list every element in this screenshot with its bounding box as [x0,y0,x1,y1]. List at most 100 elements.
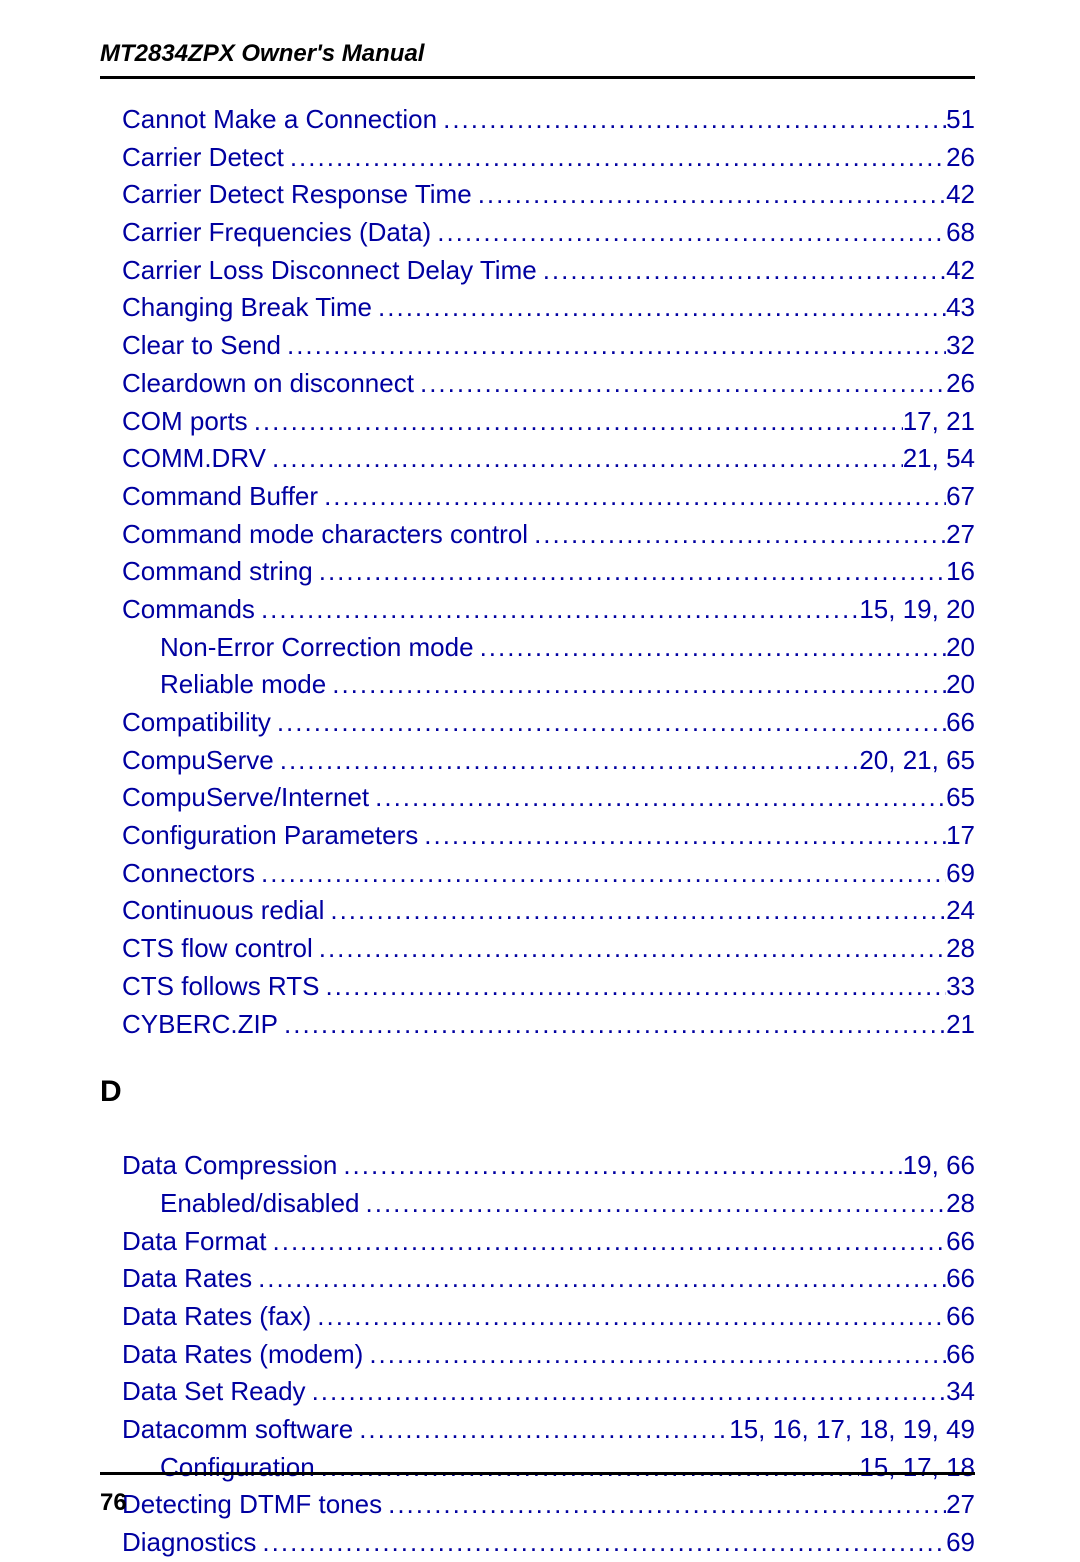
index-entry-label: Reliable mode [160,666,326,704]
index-entry[interactable]: Data Rates 66 [122,1260,975,1298]
dot-leader [372,289,946,327]
index-entry-label: Datacomm software [122,1411,353,1449]
dot-leader [313,553,946,591]
dot-leader [255,591,859,629]
index-entry[interactable]: Datacomm software 15, 16, 17, 18, 19, 49 [122,1411,975,1449]
index-entry-pages: 17, 21 [903,403,975,441]
index-entry[interactable]: Data Compression 19, 66 [122,1147,975,1185]
index-entry-label: Connectors [122,855,255,893]
index-entry-label: Cannot Make a Connection [122,101,437,139]
index-entry-pages: 51 [946,101,975,139]
index-entry[interactable]: COM ports 17, 21 [122,403,975,441]
index-entry-label: CompuServe/Internet [122,779,369,817]
index-entry-pages: 26 [946,365,975,403]
dot-leader [326,666,946,704]
index-entry-label: Configuration Parameters [122,817,418,855]
index-entry-pages: 15, 19, 20 [859,591,975,629]
dot-leader [271,704,946,742]
index-entry-pages: 15, 16, 17, 18, 19, 49 [729,1411,975,1449]
index-entry-pages: 33 [946,968,975,1006]
dot-leader [414,365,946,403]
index-entry[interactable]: Carrier Loss Disconnect Delay Time 42 [122,252,975,290]
dot-leader [255,855,946,893]
index-entry-label: Configuration [160,1449,315,1487]
index-entry-pages: 20 [946,629,975,667]
dot-leader [256,1524,946,1562]
index-entry-label: Carrier Detect [122,139,284,177]
index-entry-pages: 42 [946,176,975,214]
index-entry[interactable]: Configuration 15, 17, 18 [160,1449,975,1487]
index-entry-pages: 66 [946,1223,975,1261]
dot-leader [418,817,946,855]
index-entry[interactable]: Enabled/disabled 28 [160,1185,975,1223]
index-block-d: Data Compression 19, 66Enabled/disabled … [100,1147,975,1562]
index-entry[interactable]: Reliable mode 20 [160,666,975,704]
dot-leader [252,1260,946,1298]
index-entry-label: CYBERC.ZIP [122,1006,278,1044]
index-entry-label: COMM.DRV [122,440,266,478]
index-entry[interactable]: Data Rates (fax) 66 [122,1298,975,1336]
index-entry-label: Changing Break Time [122,289,372,327]
index-entry[interactable]: Compatibility 66 [122,704,975,742]
index-entry[interactable]: Changing Break Time 43 [122,289,975,327]
dot-leader [306,1373,947,1411]
index-entry-pages: 28 [946,1185,975,1223]
index-entry-label: Cleardown on disconnect [122,365,414,403]
index-entry[interactable]: COMM.DRV 21, 54 [122,440,975,478]
index-entry-label: Command mode characters control [122,516,528,554]
index-entry-pages: 66 [946,1336,975,1374]
index-entry-label: Command Buffer [122,478,318,516]
index-entry-pages: 21 [946,1006,975,1044]
dot-leader [369,779,946,817]
index-entry-pages: 20 [946,666,975,704]
index-entry-label: Clear to Send [122,327,281,365]
index-entry[interactable]: Non-Error Correction mode 20 [160,629,975,667]
index-entry-label: Data Rates [122,1260,252,1298]
index-entry[interactable]: CTS follows RTS 33 [122,968,975,1006]
index-entry[interactable]: Command mode characters control 27 [122,516,975,554]
index-entry[interactable]: Command Buffer 67 [122,478,975,516]
index-entry-label: Data Compression [122,1147,337,1185]
index-entry-pages: 16 [946,553,975,591]
index-entry[interactable]: Carrier Detect Response Time 42 [122,176,975,214]
index-entry[interactable]: Data Set Ready 34 [122,1373,975,1411]
index-entry-label: CTS follows RTS [122,968,319,1006]
index-entry-label: CompuServe [122,742,274,780]
index-entry[interactable]: Clear to Send 32 [122,327,975,365]
index-entry[interactable]: CompuServe 20, 21, 65 [122,742,975,780]
index-entry[interactable]: Command string 16 [122,553,975,591]
index-entry-pages: 27 [946,516,975,554]
index-entry-pages: 69 [946,855,975,893]
index-entry[interactable]: Carrier Detect 26 [122,139,975,177]
index-entry[interactable]: Cannot Make a Connection 51 [122,101,975,139]
index-entry[interactable]: CompuServe/Internet 65 [122,779,975,817]
dot-leader [382,1486,946,1524]
index-entry[interactable]: Detecting DTMF tones 27 [122,1486,975,1524]
manual-page: MT2834ZPX Owner's Manual Cannot Make a C… [0,0,1080,1553]
page-number: 76 [100,1489,127,1517]
index-entry-pages: 27 [946,1486,975,1524]
index-entry[interactable]: CTS flow control 28 [122,930,975,968]
index-entry[interactable]: Configuration Parameters 17 [122,817,975,855]
index-entry[interactable]: CYBERC.ZIP 21 [122,1006,975,1044]
index-entry-pages: 24 [946,892,975,930]
index-entry-pages: 17 [946,817,975,855]
index-entry[interactable]: Commands 15, 19, 20 [122,591,975,629]
index-entry[interactable]: Data Format 66 [122,1223,975,1261]
index-entry-pages: 15, 17, 18 [859,1449,975,1487]
index-entry[interactable]: Carrier Frequencies (Data) 68 [122,214,975,252]
index-entry[interactable]: Diagnostics 69 [122,1524,975,1562]
index-entry[interactable]: Data Rates (modem) 66 [122,1336,975,1374]
page-header: MT2834ZPX Owner's Manual [100,40,975,79]
index-entry-pages: 67 [946,478,975,516]
index-entry[interactable]: Cleardown on disconnect 26 [122,365,975,403]
index-entry-pages: 66 [946,704,975,742]
index-entry-label: Diagnostics [122,1524,256,1562]
index-entry[interactable]: Connectors 69 [122,855,975,893]
index-entry-pages: 66 [946,1260,975,1298]
dot-leader [337,1147,902,1185]
index-entry-label: Detecting DTMF tones [122,1486,382,1524]
index-entry-pages: 69 [946,1524,975,1562]
index-entry[interactable]: Continuous redial 24 [122,892,975,930]
index-entry-label: Continuous redial [122,892,324,930]
